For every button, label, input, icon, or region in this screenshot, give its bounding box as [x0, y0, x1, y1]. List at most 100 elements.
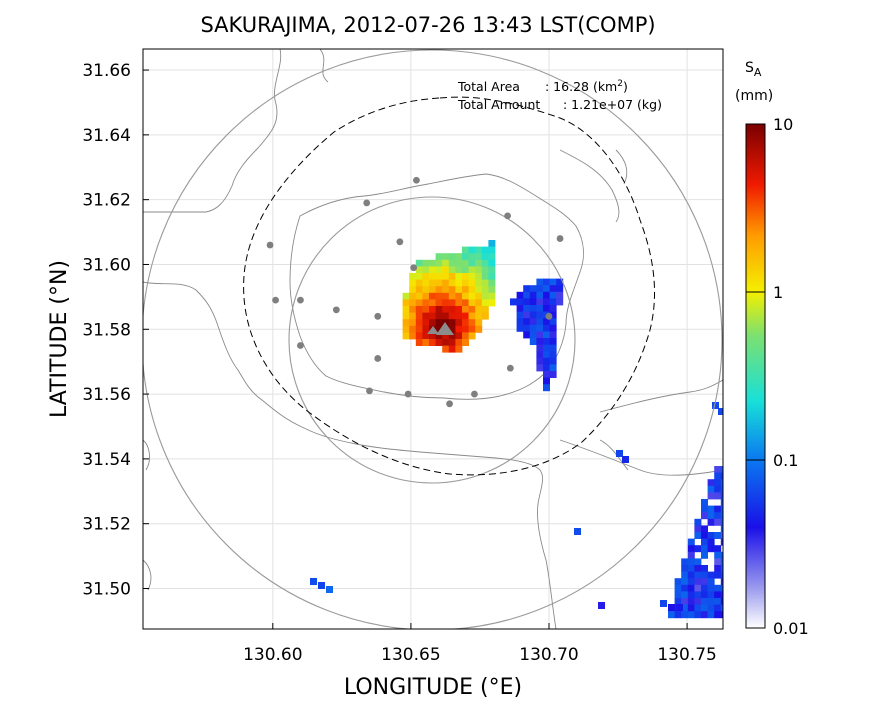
total-area-close: )	[623, 79, 628, 94]
ash-cell	[409, 319, 417, 327]
ash-cell	[687, 604, 695, 612]
ash-cell	[462, 339, 469, 346]
ash-cell	[429, 279, 436, 287]
ash-cell	[523, 305, 531, 312]
ash-cell	[687, 551, 695, 559]
ash-cell	[448, 266, 456, 274]
ash-cell	[422, 273, 430, 280]
ash-cell	[720, 584, 723, 592]
ash-cell	[536, 285, 544, 293]
ash-cell	[536, 357, 544, 365]
ash-cell	[707, 578, 715, 586]
plot-area: Total Area: 16.28 (km2) Total Amount: 1.…	[82, 48, 724, 665]
ash-cell	[516, 311, 524, 319]
ash-cell	[529, 285, 537, 293]
ash-cell	[714, 545, 722, 553]
ash-cell	[712, 402, 719, 409]
ash-cell	[681, 611, 689, 619]
ash-cell	[701, 545, 708, 553]
ash-cell	[714, 598, 722, 605]
range-rings	[143, 49, 723, 629]
ash-cell	[720, 591, 723, 599]
ash-cell	[516, 298, 524, 306]
ash-cell	[536, 351, 544, 359]
ash-cell	[523, 311, 531, 319]
ash-cell	[310, 578, 317, 585]
ash-cell	[556, 285, 564, 293]
ash-cell	[549, 344, 557, 352]
ash-cell	[523, 324, 531, 332]
totals-annotation: Total Area: 16.28 (km2) Total Amount: 1.…	[457, 79, 662, 112]
ash-cell	[435, 266, 443, 274]
ash-cell	[543, 371, 550, 378]
ash-cell	[701, 571, 708, 579]
ash-cell	[488, 266, 496, 274]
ash-cell	[687, 545, 695, 553]
ash-cell	[422, 339, 430, 346]
ash-cell	[481, 259, 489, 267]
ash-cell	[468, 273, 476, 280]
x-tick-label: 130.65	[381, 645, 440, 665]
ash-cell	[694, 532, 702, 539]
ash-cell	[422, 279, 430, 287]
ash-cell	[720, 479, 723, 487]
ash-cell	[422, 325, 430, 333]
ash-cell	[448, 325, 456, 333]
ash-cell	[720, 466, 723, 473]
ash-cell	[694, 611, 702, 619]
ash-cell	[529, 324, 537, 332]
ash-cell	[442, 345, 450, 353]
ash-cell	[714, 551, 722, 559]
ash-cell	[720, 499, 723, 506]
ash-cell	[707, 532, 715, 539]
ash-cell	[694, 604, 702, 612]
ash-cell	[435, 279, 443, 287]
ash-cell	[462, 286, 469, 294]
ash-cell	[448, 345, 456, 353]
ash-cell	[516, 305, 524, 312]
ash-cell	[468, 299, 476, 307]
ash-cell	[442, 312, 450, 320]
ash-cell	[415, 273, 423, 280]
ash-cell	[429, 312, 436, 320]
ash-cell	[422, 319, 430, 327]
ash-cell	[676, 604, 683, 611]
total-amount-label: Total Amount	[457, 97, 540, 112]
ash-cell	[475, 259, 483, 267]
ash-cell	[714, 611, 722, 619]
ash-cell	[481, 286, 489, 294]
ash-cell	[422, 306, 430, 313]
ash-cell	[481, 273, 489, 280]
ash-cell	[674, 584, 682, 592]
station-dot	[545, 312, 553, 320]
ash-cell	[714, 584, 722, 592]
ash-cell	[720, 525, 723, 533]
vent-triangle-icon	[436, 322, 454, 335]
ash-cell	[681, 578, 689, 586]
ash-cell	[462, 259, 469, 267]
ash-cell	[543, 298, 550, 306]
svg-text:Total Area: 16.28 (km2): Total Area: 16.28 (km2)	[457, 79, 628, 94]
ash-cell	[707, 512, 715, 520]
ash-cell	[429, 332, 436, 340]
ash-cell	[720, 558, 723, 566]
ash-cell	[681, 558, 689, 566]
ash-cell	[435, 259, 443, 267]
ash-cell	[462, 266, 469, 274]
station-dot	[266, 241, 274, 249]
ash-cell	[687, 578, 695, 586]
ash-cell	[694, 518, 702, 526]
ash-cell	[523, 285, 531, 293]
ash-cell	[701, 578, 708, 586]
station-dot	[363, 199, 371, 207]
station-dot	[332, 306, 340, 314]
ash-cell	[707, 492, 715, 500]
ash-cell	[701, 551, 708, 559]
ash-cell	[468, 246, 476, 254]
ash-cell	[694, 525, 702, 533]
ash-cell	[701, 565, 708, 572]
ash-cell	[720, 532, 723, 539]
ash-cell	[442, 286, 450, 294]
ash-cell	[694, 565, 702, 572]
ash-cell	[707, 611, 715, 619]
